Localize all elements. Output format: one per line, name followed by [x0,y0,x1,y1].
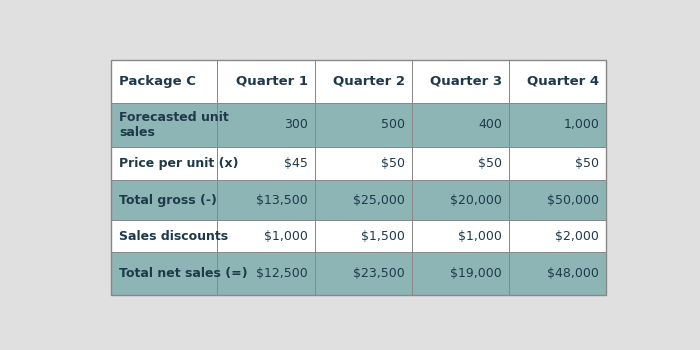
Bar [412,252,509,295]
Text: $50: $50 [575,157,599,170]
Bar [314,147,412,180]
Text: Package C: Package C [119,75,196,88]
Bar [111,147,218,180]
Bar [218,147,314,180]
Text: $48,000: $48,000 [547,267,599,280]
Text: Quarter 2: Quarter 2 [332,75,405,88]
Bar [218,220,314,252]
Bar [412,60,509,103]
Bar [218,60,314,103]
Bar [509,147,606,180]
Bar [111,103,218,147]
Bar [111,60,218,103]
Text: $13,500: $13,500 [256,194,307,207]
Bar [111,180,218,220]
Text: 400: 400 [478,118,502,131]
Bar [412,147,509,180]
Text: $1,000: $1,000 [264,230,307,243]
Bar [412,220,509,252]
Bar [314,60,412,103]
Text: $25,000: $25,000 [353,194,405,207]
Text: $23,500: $23,500 [353,267,405,280]
Text: $12,500: $12,500 [256,267,307,280]
Bar [111,252,218,295]
Text: 300: 300 [284,118,307,131]
Text: $45: $45 [284,157,307,170]
Bar [111,220,218,252]
Bar [218,103,314,147]
Text: 1,000: 1,000 [564,118,599,131]
Text: $1,000: $1,000 [458,230,502,243]
Bar [111,60,606,295]
Text: $1,500: $1,500 [361,230,405,243]
Bar [314,103,412,147]
Text: $19,000: $19,000 [450,267,502,280]
Bar [218,180,314,220]
Bar [509,60,606,103]
Text: Total net sales (=): Total net sales (=) [119,267,248,280]
Text: Price per unit (x): Price per unit (x) [119,157,239,170]
Bar [412,103,509,147]
Text: $50: $50 [381,157,405,170]
Bar [412,180,509,220]
Bar [314,180,412,220]
Bar [314,220,412,252]
Bar [509,103,606,147]
Bar [314,252,412,295]
Bar [218,252,314,295]
Bar [509,220,606,252]
Text: 500: 500 [381,118,405,131]
Text: Forecasted unit
sales: Forecasted unit sales [119,111,229,139]
Text: Quarter 3: Quarter 3 [430,75,502,88]
Bar [509,252,606,295]
Text: Quarter 4: Quarter 4 [527,75,599,88]
Text: Sales discounts: Sales discounts [119,230,228,243]
Text: $2,000: $2,000 [555,230,599,243]
Text: Total gross (-): Total gross (-) [119,194,217,207]
Text: $20,000: $20,000 [450,194,502,207]
Bar [509,180,606,220]
Text: $50: $50 [478,157,502,170]
Text: Quarter 1: Quarter 1 [235,75,307,88]
Text: $50,000: $50,000 [547,194,599,207]
